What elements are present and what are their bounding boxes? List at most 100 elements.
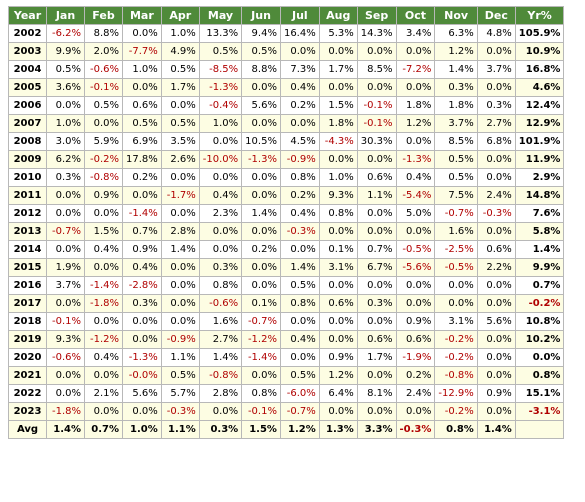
year-cell: Avg bbox=[8, 420, 47, 439]
month-return-cell: 2.8% bbox=[198, 384, 243, 403]
month-return-cell: 0.0% bbox=[198, 168, 243, 187]
month-return-cell: 0.5% bbox=[160, 60, 200, 79]
month-return-cell: 0.0% bbox=[46, 294, 85, 313]
table-row: 2023 -1.8% 0.0% 0.0% -0.3% 0.0% -0.1% -0.7% 0.0%… bbox=[8, 402, 565, 421]
month-return-cell: 2.7% bbox=[476, 114, 516, 133]
month-return-cell: 0.0% bbox=[476, 42, 516, 61]
month-return-cell: 0.0% bbox=[160, 294, 200, 313]
column-header-may: May bbox=[198, 6, 243, 25]
month-return-cell: 1.8% bbox=[318, 114, 358, 133]
table-row: 2022 0.0% 2.1% 5.6% 5.7% 2.8% 0.8% -6.0% 6.4% 8.1… bbox=[8, 384, 565, 403]
month-return-cell: 2.4% bbox=[476, 186, 516, 205]
month-return-cell: -1.3% bbox=[122, 348, 162, 367]
header-row: Year Jan Feb Mar Apr May Jun Jul Aug Sep Oct Nov Dec… bbox=[8, 6, 565, 25]
month-return-cell: 0.0% bbox=[46, 366, 85, 385]
month-return-cell: -0.7% bbox=[241, 312, 281, 331]
month-return-cell: 0.0% bbox=[46, 240, 85, 259]
year-cell: 2005 bbox=[8, 78, 47, 97]
table-row: 2006 0.0% 0.5% 0.6% 0.0% -0.4% 5.6% 0.2% 1.5% -0.… bbox=[8, 96, 565, 115]
month-return-cell: 0.0% bbox=[318, 150, 358, 169]
month-return-cell: -1.2% bbox=[241, 330, 281, 349]
year-cell: 2014 bbox=[8, 240, 47, 259]
month-return-cell: 0.0% bbox=[160, 258, 200, 277]
year-total-cell: 0.0% bbox=[514, 348, 565, 367]
month-return-cell: 8.5% bbox=[434, 132, 478, 151]
month-return-cell: 0.6% bbox=[318, 294, 358, 313]
month-return-cell: 0.0% bbox=[160, 96, 200, 115]
month-return-cell: 2.3% bbox=[198, 204, 243, 223]
year-cell: 2003 bbox=[8, 42, 47, 61]
month-return-cell: 0.0% bbox=[476, 366, 516, 385]
month-return-cell: 0.4% bbox=[279, 330, 320, 349]
month-return-cell: 6.3% bbox=[434, 24, 478, 43]
month-return-cell: 0.8% bbox=[279, 168, 320, 187]
month-return-cell: 0.0% bbox=[356, 312, 397, 331]
month-return-cell: 0.0% bbox=[46, 186, 85, 205]
year-cell: 2006 bbox=[8, 96, 47, 115]
month-return-cell: -1.3% bbox=[241, 150, 281, 169]
month-return-cell: 0.0% bbox=[160, 276, 200, 295]
month-return-cell: 0.0% bbox=[395, 222, 436, 241]
month-return-cell: 1.0% bbox=[46, 114, 85, 133]
month-return-cell: 17.8% bbox=[122, 150, 162, 169]
table-row: 2002 -6.2% 8.8% 0.0% 1.0% 13.3% 9.4% 16.4% 5.3% 1… bbox=[8, 24, 565, 43]
year-total-cell: 2.9% bbox=[514, 168, 565, 187]
month-return-cell: -0.9% bbox=[160, 330, 200, 349]
month-return-cell: 2.7% bbox=[198, 330, 243, 349]
month-return-cell: 0.0% bbox=[241, 186, 281, 205]
month-return-cell: 0.6% bbox=[395, 330, 436, 349]
month-return-cell: 0.0% bbox=[279, 240, 320, 259]
month-return-cell: 1.2% bbox=[395, 114, 436, 133]
month-return-cell: 0.0% bbox=[395, 276, 436, 295]
table-row: 2012 0.0% 0.0% -1.4% 0.0% 2.3% 1.4% 0.4% 0.8% 0.0… bbox=[8, 204, 565, 223]
month-return-cell: 1.4% bbox=[241, 204, 281, 223]
year-total-cell: 12.9% bbox=[514, 114, 565, 133]
year-cell: 2002 bbox=[8, 24, 47, 43]
column-header-feb: Feb bbox=[84, 6, 123, 25]
month-return-cell: 0.9% bbox=[122, 240, 162, 259]
month-return-cell: 0.0% bbox=[241, 168, 281, 187]
year-total-cell: 16.8% bbox=[514, 60, 565, 79]
year-total-cell: 0.8% bbox=[514, 366, 565, 385]
year-cell: 2020 bbox=[8, 348, 47, 367]
year-cell: 2017 bbox=[8, 294, 47, 313]
month-return-cell: 3.4% bbox=[395, 24, 436, 43]
month-return-cell: 0.0% bbox=[318, 78, 358, 97]
year-cell: 2011 bbox=[8, 186, 47, 205]
month-return-cell: -1.4% bbox=[84, 276, 123, 295]
column-header-jun: Jun bbox=[241, 6, 281, 25]
month-return-cell: -2.8% bbox=[122, 276, 162, 295]
year-total-cell: 10.2% bbox=[514, 330, 565, 349]
month-return-cell: 0.0% bbox=[356, 402, 397, 421]
month-return-cell: 0.6% bbox=[356, 330, 397, 349]
month-return-cell: 0.0% bbox=[318, 276, 358, 295]
month-return-cell: 0.2% bbox=[122, 168, 162, 187]
month-return-cell: 0.0% bbox=[476, 276, 516, 295]
month-return-cell: 0.0% bbox=[356, 150, 397, 169]
month-return-cell: 0.6% bbox=[122, 96, 162, 115]
month-return-cell: 0.0% bbox=[122, 402, 162, 421]
month-return-cell: 8.8% bbox=[84, 24, 123, 43]
monthly-returns-table: Year Jan Feb Mar Apr May Jun Jul Aug Sep Oct Nov Dec… bbox=[8, 6, 565, 439]
month-return-cell: 1.4% bbox=[476, 420, 516, 439]
year-total-cell: 11.9% bbox=[514, 150, 565, 169]
month-return-cell: 0.0% bbox=[476, 168, 516, 187]
month-return-cell: 1.7% bbox=[318, 60, 358, 79]
month-return-cell: -1.3% bbox=[395, 150, 436, 169]
month-return-cell: -0.7% bbox=[46, 222, 85, 241]
month-return-cell: 0.0% bbox=[356, 276, 397, 295]
month-return-cell: 0.0% bbox=[318, 402, 358, 421]
month-return-cell: 2.6% bbox=[160, 150, 200, 169]
month-return-cell: 3.3% bbox=[356, 420, 397, 439]
month-return-cell: 6.9% bbox=[122, 132, 162, 151]
month-return-cell: -10.0% bbox=[198, 150, 243, 169]
month-return-cell: 5.0% bbox=[395, 204, 436, 223]
month-return-cell: 0.0% bbox=[476, 402, 516, 421]
month-return-cell: 1.5% bbox=[84, 222, 123, 241]
table-row: 2021 0.0% 0.0% -0.0% 0.5% -0.8% 0.0% 0.5% 1.2% 0.… bbox=[8, 366, 565, 385]
month-return-cell: 1.9% bbox=[46, 258, 85, 277]
month-return-cell: 0.5% bbox=[279, 276, 320, 295]
month-return-cell: -8.5% bbox=[198, 60, 243, 79]
month-return-cell: 0.3% bbox=[198, 420, 243, 439]
month-return-cell: 0.8% bbox=[279, 294, 320, 313]
